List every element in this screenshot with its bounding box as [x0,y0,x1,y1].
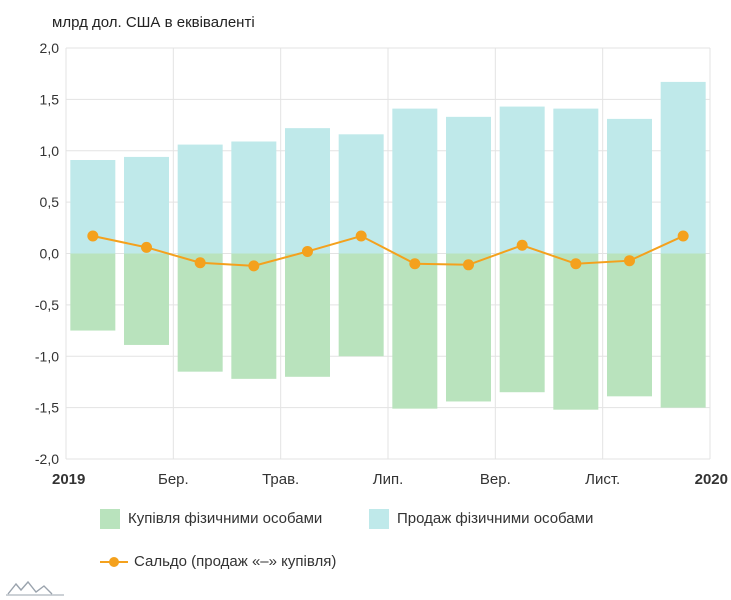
bar-buy [660,253,706,408]
balance-point [355,230,367,242]
legend-item-balance[interactable]: Сальдо (продаж «–» купівля) [100,553,336,570]
y-tick-label: 0,0 [40,246,60,262]
bar-buy [446,253,491,402]
balance-point [194,257,206,269]
legend-swatch-buy [100,509,120,529]
balance-line [92,234,684,267]
bars-layer [70,81,706,410]
y-tick-label: 1,5 [40,91,60,107]
bar-buy [553,253,599,410]
y-tick-label: 0,5 [40,194,60,210]
bar-sell [392,108,438,254]
balance-point [248,260,260,272]
x-tick-label: 2020 [695,471,728,488]
y-tick-label: -1,5 [35,400,59,416]
bar-sell [553,108,599,254]
bar-buy [124,253,169,345]
bar-sell [177,144,223,254]
chart-svg: 2,0 1,5 1,0 0,5 0,0 -0,5 -1,0 -1,5 -2,0 2019 Бер.… [35,40,728,488]
bar-sell [124,156,169,254]
bar-sell [660,81,706,254]
bar-buy [499,253,545,393]
legend-item-buy[interactable]: Купівля фізичними особами [100,509,322,529]
x-tick-label: 2019 [52,471,85,488]
balance-point [570,258,582,270]
legend-swatch-sell [369,509,389,529]
x-tick-label: Лист. [585,471,620,488]
bar-sell [607,118,652,254]
balance-point [87,230,99,242]
legend-label-sell: Продаж фізичними особами [397,509,594,527]
bar-buy [607,253,652,397]
bar-sell [499,106,545,254]
legend-item-sell[interactable]: Продаж фізичними особами [369,509,593,529]
unit-label: млрд дол. США в еквіваленті [52,14,255,31]
balance-point [409,258,421,270]
balance-point [302,245,313,257]
y-tick-label: 1,0 [40,143,60,159]
balance-point [624,255,635,267]
bar-buy [392,253,438,409]
balance-point [516,239,528,251]
legend-marker-balance [100,557,128,568]
bar-buy [338,253,384,357]
x-tick-label: Бер. [158,471,189,488]
bar-sell [285,128,330,254]
balance-line-layer [87,230,689,272]
bar-sell [231,141,277,254]
y-tick-label: -2,0 [35,451,59,467]
bar-sell [446,116,491,254]
x-tick-label: Трав. [262,471,299,488]
balance-point [677,230,689,242]
legend-label-buy: Купівля фізичними особами [128,509,323,527]
x-tick-label: Лип. [373,471,404,488]
bar-buy [285,253,330,377]
y-tick-labels: 2,0 1,5 1,0 0,5 0,0 -0,5 -1,0 -1,5 -2,0 [35,40,59,467]
balance-point [141,241,152,253]
y-tick-label: 2,0 [40,40,60,56]
x-tick-label: Вер. [480,471,511,488]
y-tick-label: -0,5 [35,297,59,313]
x-tick-labels: 2019 Бер. Трав. Лип. Вер. Лист. 2020 [52,471,728,488]
balance-point [463,259,474,271]
legend-label-balance: Сальдо (продаж «–» купівля) [134,553,337,570]
bar-buy [231,253,277,379]
bar-buy [177,253,223,372]
grid-layer [65,47,711,460]
brand-logo-icon [6,580,64,596]
y-tick-label: -1,0 [35,348,59,364]
bar-buy [70,253,116,331]
